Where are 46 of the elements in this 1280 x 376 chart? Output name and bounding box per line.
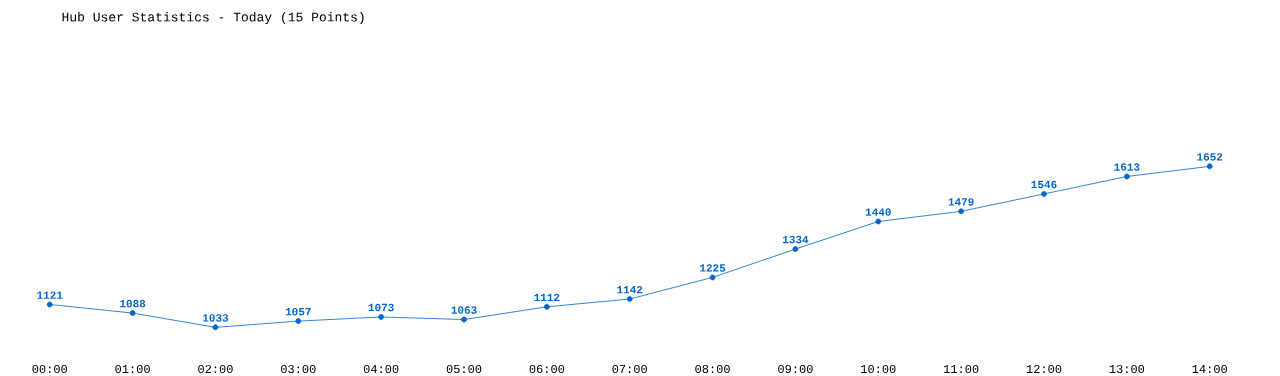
x-tick-label: 09:00 — [778, 364, 813, 373]
data-label: 1225 — [700, 264, 726, 272]
x-tick-label: 07:00 — [612, 364, 647, 373]
x-tick-label: 04:00 — [363, 364, 399, 373]
data-label: 1652 — [1197, 153, 1223, 161]
point — [958, 208, 965, 215]
point — [792, 246, 799, 252]
point — [212, 324, 219, 331]
x-tick-label: 11:00 — [944, 364, 979, 373]
x-tick-label: 05:00 — [446, 364, 482, 373]
x-tick-label: 08:00 — [695, 364, 730, 373]
point — [875, 218, 882, 225]
point — [295, 318, 302, 324]
point — [1041, 190, 1047, 197]
data-label: 1073 — [368, 303, 394, 312]
point — [543, 303, 550, 310]
x-tick-label: 03:00 — [281, 364, 316, 373]
x-tick-label: 12:00 — [1026, 364, 1062, 373]
point — [129, 309, 136, 316]
x-tick-label: 02:00 — [198, 364, 233, 373]
x-tick-label: 10:00 — [861, 364, 896, 373]
chart-title: Hub User Statistics - Today (15 Points) — [62, 11, 364, 24]
x-tick-label: 06:00 — [529, 364, 565, 373]
x-tick-label: 00:00 — [32, 364, 67, 373]
point — [1206, 163, 1213, 170]
point — [46, 301, 53, 308]
x-tick-label: 13:00 — [1109, 364, 1145, 373]
data-label: 1440 — [865, 208, 891, 216]
point — [626, 295, 633, 302]
point — [709, 274, 716, 281]
data-label: 1121 — [37, 291, 63, 299]
data-label: 1063 — [451, 306, 477, 314]
data-label: 1546 — [1031, 180, 1057, 189]
data-label: 1057 — [285, 307, 311, 316]
x-tick-label: 14:00 — [1192, 364, 1227, 373]
data-label: 1334 — [782, 235, 809, 244]
x-tick-label: 01:00 — [115, 364, 150, 373]
point — [461, 316, 467, 323]
point — [378, 313, 385, 320]
data-label: 1479 — [948, 198, 974, 206]
data-label: 1142 — [617, 285, 643, 294]
point — [1123, 173, 1130, 180]
data-label: 1112 — [534, 293, 560, 301]
data-label: 1613 — [1114, 163, 1140, 171]
data-label: 1033 — [202, 313, 229, 322]
data-label: 1088 — [120, 299, 146, 308]
